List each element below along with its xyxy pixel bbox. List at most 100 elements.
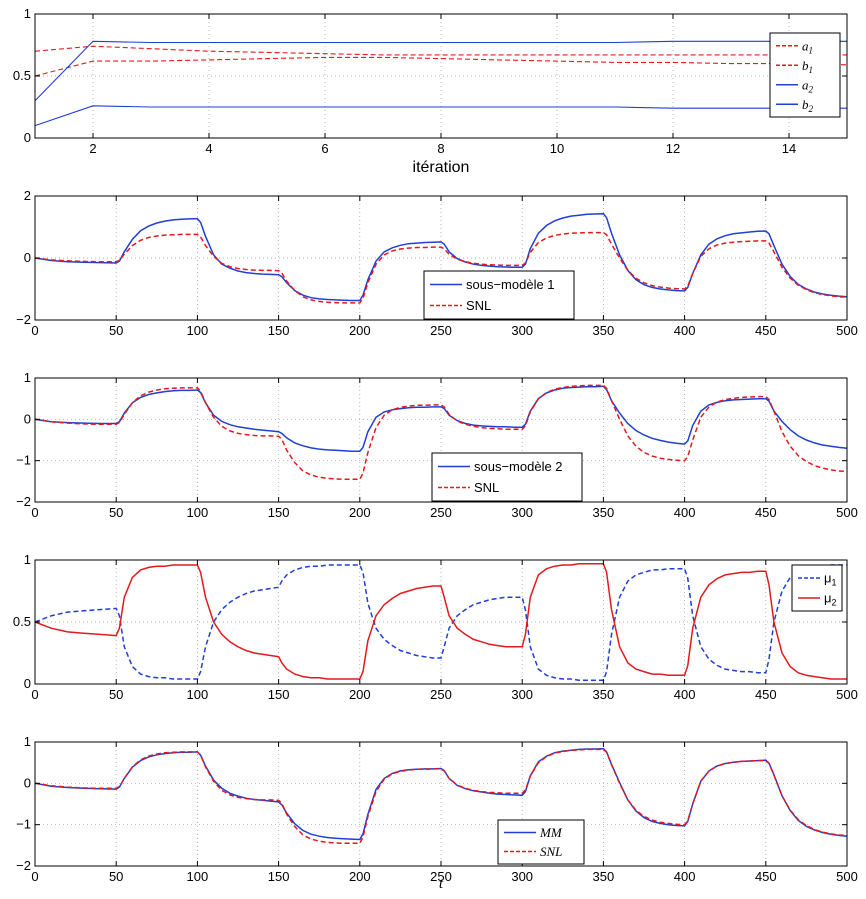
legend-box [791,564,843,612]
series-line-2 [34,384,848,481]
x-tick-label: 450 [755,505,777,520]
y-tick-label: 2 [24,188,31,203]
x-tick-label: 50 [109,505,123,520]
y-tick-label: 0.5 [13,614,31,629]
subplot-5: 0 50 100 150 200 250 300 350 400 450 500 −2 −1 0 1 t MM S… [16,734,858,892]
x-tick-label: 50 [109,869,123,884]
x-tick-label: 400 [674,505,696,520]
y-tick-label: −1 [16,817,31,832]
x-tick-label: 300 [511,505,533,520]
series-line-2 [34,56,848,77]
y-tick-label: −2 [16,494,31,509]
series-line-1 [34,212,848,302]
legend-box [769,32,841,118]
plot-area [35,560,847,684]
legend-label: SNL [474,480,499,495]
legend-box [497,819,585,865]
x-tick-label: 200 [349,505,371,520]
legend: sous−modèle 1 SNL [423,270,575,320]
x-tick-label: 400 [674,869,696,884]
legend-box [431,452,583,502]
series-line-2 [34,748,848,845]
legend-label: a1 [802,38,813,55]
x-tick-label: 150 [268,869,290,884]
x-tick-label: 350 [593,505,615,520]
legend-label: MM [539,825,563,840]
legend-label: b1 [802,58,813,75]
x-tick-label: 4 [205,141,212,156]
x-tick-label: 100 [187,687,209,702]
x-tick-label: 250 [430,869,452,884]
x-tick-label: 8 [437,141,444,156]
x-axis-label: itération [413,159,470,176]
x-tick-label: 100 [187,505,209,520]
x-tick-label: 100 [187,869,209,884]
x-tick-label: 500 [836,687,858,702]
x-tick-label: 12 [666,141,680,156]
x-tick-label: 450 [755,687,777,702]
x-tick-label: 150 [268,505,290,520]
subplot-1: 2 4 6 8 10 12 14 0 0.5 1 itération a1 b1 a2 b2 [13,6,848,176]
x-tick-label: 400 [674,687,696,702]
legend-label: b2 [802,97,814,114]
subplot-2: 0 50 100 150 200 250 300 350 400 450 500−202sous−m… [16,188,858,338]
x-tick-label: 250 [430,505,452,520]
x-tick-label: 500 [836,505,858,520]
x-tick-label: 2 [89,141,96,156]
y-tick-label: 1 [24,552,31,567]
y-tick-label: −2 [16,312,31,327]
x-tick-label: 50 [109,687,123,702]
x-tick-label: 50 [109,323,123,338]
x-tick-label: 400 [674,323,696,338]
x-tick-label: 0 [31,323,38,338]
x-axis-label: t [439,876,444,892]
y-tick-label: 1 [24,6,31,21]
x-tick-label: 500 [836,869,858,884]
x-tick-label: 0 [31,869,38,884]
plot-area [35,14,847,138]
y-tick-label: 0 [24,130,31,145]
y-tick-label: 1 [24,734,31,749]
legend-label: SNL [466,298,491,313]
x-tick-label: 14 [782,141,796,156]
legend-label: μ1 [824,571,837,588]
legend: MM SNL [497,819,585,865]
y-tick-label: −1 [16,453,31,468]
legend-label: sous−modèle 1 [466,277,555,292]
x-tick-label: 300 [511,869,533,884]
x-tick-label: 150 [268,323,290,338]
y-tick-label: −2 [16,858,31,873]
legend-label: sous−modèle 2 [474,459,563,474]
series-line-1 [34,564,847,682]
series-line-2 [34,231,848,304]
y-tick-label: 0 [24,775,31,790]
series-line-3 [34,40,847,102]
y-tick-label: 0.5 [13,68,31,83]
series-line-2 [34,562,847,680]
x-tick-label: 350 [593,869,615,884]
x-tick-label: 6 [321,141,328,156]
x-tick-label: 200 [349,687,371,702]
x-tick-label: 300 [511,687,533,702]
x-tick-label: 100 [187,323,209,338]
legend-box [423,270,575,320]
x-tick-label: 500 [836,323,858,338]
series-line-4 [34,105,847,127]
x-tick-label: 250 [430,687,452,702]
legend-label: SNL [540,844,562,859]
plot-area [35,742,847,866]
legend-label: μ2 [824,591,837,608]
x-tick-label: 300 [511,323,533,338]
legend: sous−modèle 2 SNL [431,452,583,502]
x-tick-label: 10 [550,141,564,156]
x-tick-label: 450 [755,869,777,884]
x-tick-label: 150 [268,687,290,702]
x-tick-label: 0 [31,505,38,520]
x-tick-label: 200 [349,869,371,884]
subplot-3: 0 50 100 150 200 250 300 350 400 450 500 −2 −1 0 1 sous… [16,370,858,520]
y-tick-label: 0 [24,250,31,265]
x-tick-label: 0 [31,687,38,702]
